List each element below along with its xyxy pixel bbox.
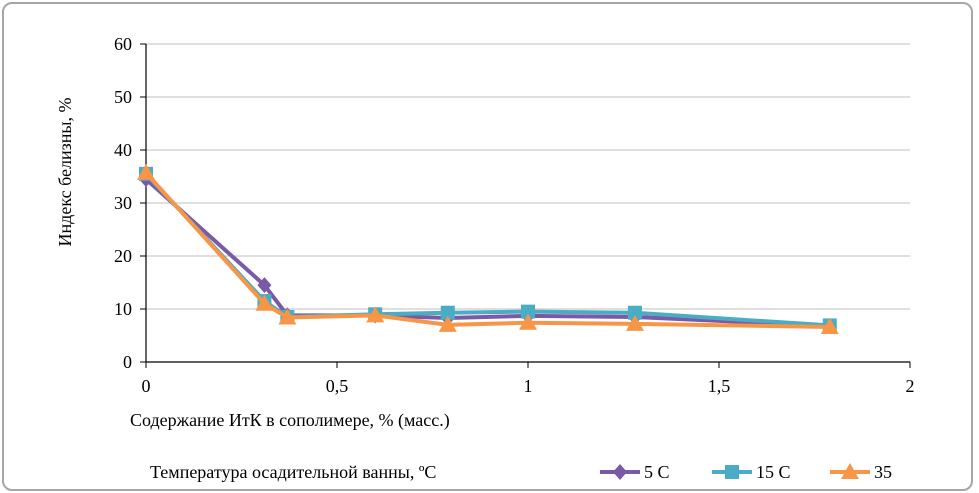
- y-tick-label-3: 30: [114, 193, 132, 213]
- series-0: [139, 171, 837, 334]
- series-2: [137, 163, 839, 335]
- legend-marker-2: [841, 463, 859, 479]
- legend-label-1: 15 С: [756, 462, 791, 482]
- y-axis-title: Индекс белизны, %: [55, 98, 75, 247]
- data-point-s0-1: [257, 277, 272, 294]
- x-tick-label-3: 1,5: [708, 376, 731, 396]
- series-line-2: [144, 171, 830, 330]
- y-tick-label-0: 0: [123, 352, 132, 372]
- legend-marker-1: [725, 465, 739, 479]
- legend-item-1: 15 С: [712, 462, 791, 482]
- data-point-s2-4: [438, 315, 457, 332]
- x-tick-label-4: 2: [906, 376, 915, 396]
- y-tick-label-2: 20: [114, 246, 132, 266]
- tick-labels: 0 10 20 30 40 50 60 0 0,5 1 1,5 2: [114, 34, 915, 396]
- data-point-s2-0: [137, 163, 155, 180]
- gridlines: [146, 43, 910, 310]
- legend-item-0: 5 С: [600, 462, 670, 482]
- data-point-s2-5: [519, 313, 537, 330]
- y-tick-label-6: 60: [114, 34, 132, 54]
- series-line-1: [144, 172, 830, 328]
- data-point-s2-3: [366, 306, 385, 323]
- legend: 5 С 15 С 35: [600, 462, 892, 482]
- legend-item-2: 35: [830, 462, 892, 482]
- series-group: [137, 163, 839, 335]
- legend-title: Температура осадительной ванны, ºС: [150, 462, 436, 482]
- data-point-s1-6: [627, 305, 642, 320]
- y-tick-label-4: 40: [114, 140, 132, 160]
- legend-label-2: 35: [874, 462, 892, 482]
- legend-label-0: 5 С: [644, 462, 670, 482]
- x-axis-title: Содержание ИтК в сополимере, % (масс.): [130, 410, 450, 431]
- data-point-s2-2: [278, 308, 297, 325]
- y-tick-label-5: 50: [114, 87, 132, 107]
- x-tick-label-2: 1: [524, 376, 533, 396]
- x-tick-label-0: 0: [142, 376, 151, 396]
- series-line-0: [144, 177, 830, 328]
- y-tick-label-1: 10: [114, 299, 132, 319]
- data-point-s2-6: [625, 314, 644, 331]
- series-1: [139, 166, 837, 333]
- axes: [140, 43, 911, 368]
- data-point-s2-1: [255, 294, 274, 311]
- legend-marker-0: [613, 464, 627, 480]
- data-point-s2-7: [820, 318, 839, 335]
- data-point-s1-4: [440, 305, 455, 320]
- data-point-s1-5: [521, 304, 535, 319]
- x-tick-label-1: 0,5: [326, 376, 349, 396]
